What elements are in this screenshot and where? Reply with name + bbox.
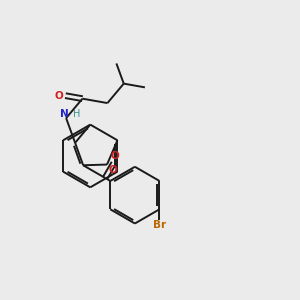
- Text: O: O: [54, 91, 63, 101]
- Text: N: N: [60, 109, 69, 119]
- Text: O: O: [111, 152, 119, 161]
- Text: Br: Br: [153, 220, 166, 230]
- Text: O: O: [108, 165, 117, 175]
- Text: H: H: [73, 109, 80, 119]
